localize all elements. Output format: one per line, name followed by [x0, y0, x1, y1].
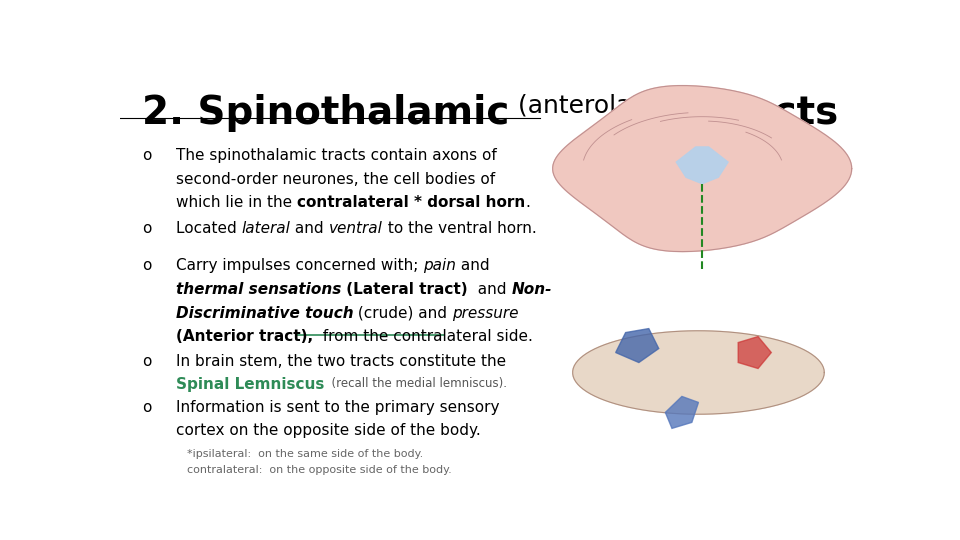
Text: ventral: ventral — [328, 221, 383, 236]
Text: from the contralateral side.: from the contralateral side. — [313, 329, 533, 344]
Text: Discriminative touch: Discriminative touch — [176, 306, 353, 321]
Text: thermal sensations: thermal sensations — [176, 282, 341, 297]
FancyBboxPatch shape — [540, 65, 864, 481]
Text: which lie in the: which lie in the — [176, 195, 297, 211]
Text: to the ventral horn.: to the ventral horn. — [383, 221, 537, 236]
Text: Spinal Lemniscus: Spinal Lemniscus — [176, 377, 324, 393]
Text: In brain stem, the two tracts constitute the: In brain stem, the two tracts constitute… — [176, 354, 506, 369]
Text: and: and — [456, 258, 490, 273]
Text: Tracts: Tracts — [707, 94, 839, 132]
Text: (Anterior tract),: (Anterior tract), — [176, 329, 313, 344]
Text: (crude) and: (crude) and — [353, 306, 452, 321]
Text: cortex on the opposite side of the body.: cortex on the opposite side of the body. — [176, 423, 481, 438]
Text: pressure: pressure — [452, 306, 518, 321]
Text: and: and — [468, 282, 511, 297]
Text: o: o — [142, 400, 152, 415]
Text: o: o — [142, 221, 152, 236]
Text: *ipsilateral:  on the same side of the body.: *ipsilateral: on the same side of the bo… — [187, 449, 423, 460]
Text: (recall the medial lemniscus).: (recall the medial lemniscus). — [324, 377, 507, 390]
Text: Located: Located — [176, 221, 241, 236]
Text: pain: pain — [423, 258, 456, 273]
Text: The spinothalamic tracts contain axons of: The spinothalamic tracts contain axons o… — [176, 148, 496, 163]
Text: o: o — [142, 258, 152, 273]
Text: (Lateral tract): (Lateral tract) — [341, 282, 468, 297]
Text: contralateral:  on the opposite side of the body.: contralateral: on the opposite side of t… — [187, 465, 452, 475]
Text: o: o — [142, 148, 152, 163]
Text: Information is sent to the primary sensory: Information is sent to the primary senso… — [176, 400, 499, 415]
Text: (anterolateral): (anterolateral) — [510, 94, 707, 118]
Text: Carry impulses concerned with;: Carry impulses concerned with; — [176, 258, 423, 273]
Text: lateral: lateral — [241, 221, 290, 236]
Text: Non-: Non- — [511, 282, 552, 297]
Text: contralateral * dorsal horn: contralateral * dorsal horn — [297, 195, 525, 211]
Text: o: o — [142, 354, 152, 369]
Text: 2. Spinothalamic: 2. Spinothalamic — [142, 94, 510, 132]
Text: second-order neurones, the cell bodies of: second-order neurones, the cell bodies o… — [176, 172, 495, 187]
Text: .: . — [525, 195, 530, 211]
Text: and: and — [290, 221, 328, 236]
